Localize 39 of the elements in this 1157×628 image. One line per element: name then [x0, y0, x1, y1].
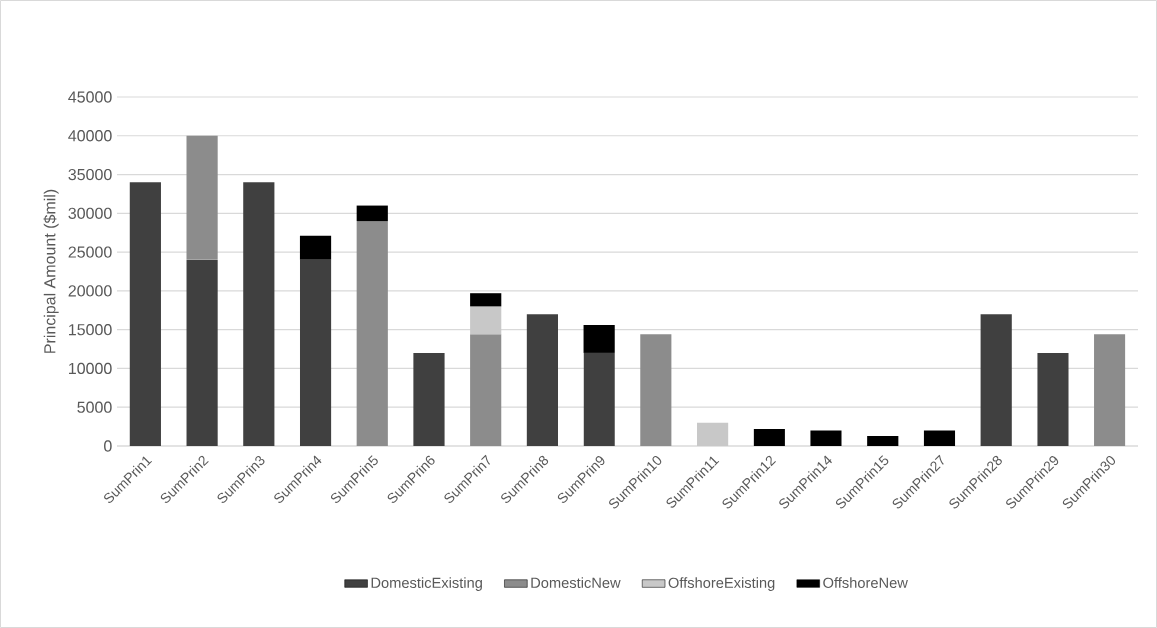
- bar: [583, 325, 615, 353]
- legend-label: OffshoreExisting: [668, 577, 775, 591]
- bar: [470, 306, 502, 335]
- y-tick-label: 25000: [68, 246, 112, 258]
- y-axis-title: Principal Amount ($mil): [43, 189, 59, 353]
- bar: [243, 182, 275, 446]
- legend-label: DomesticNew: [531, 577, 621, 588]
- y-tick-label: 20000: [68, 285, 112, 297]
- bar: [299, 235, 332, 260]
- legend-label: OffshoreNew: [823, 577, 908, 588]
- y-tick-label: 30000: [68, 207, 112, 219]
- legend-label: DomesticExisting: [371, 577, 482, 591]
- bar: [356, 221, 388, 446]
- bar: [867, 435, 899, 446]
- bar: [356, 205, 388, 222]
- y-tick-label: 10000: [69, 362, 112, 375]
- bar: [753, 428, 785, 446]
- y-tick-label: 35000: [68, 168, 112, 181]
- bar: [186, 135, 218, 260]
- y-tick-label: 15000: [69, 324, 112, 336]
- y-tick-label: 5000: [77, 401, 112, 413]
- y-tick-label: 40000: [68, 130, 112, 142]
- bar: [526, 314, 559, 446]
- bar: [470, 293, 502, 307]
- bar: [413, 352, 445, 446]
- bar: [1037, 352, 1069, 446]
- bar: [186, 259, 218, 446]
- bar: [696, 422, 729, 446]
- bar: [640, 334, 672, 446]
- bar: [1094, 334, 1126, 446]
- bar: [980, 314, 1012, 446]
- bar: [810, 430, 842, 446]
- y-tick-label: 0: [104, 440, 112, 452]
- bar: [470, 334, 502, 446]
- y-tick-label: 45000: [68, 91, 112, 103]
- bar: [299, 259, 332, 446]
- bar: [923, 430, 956, 446]
- bar: [583, 352, 615, 446]
- bar: [129, 182, 161, 446]
